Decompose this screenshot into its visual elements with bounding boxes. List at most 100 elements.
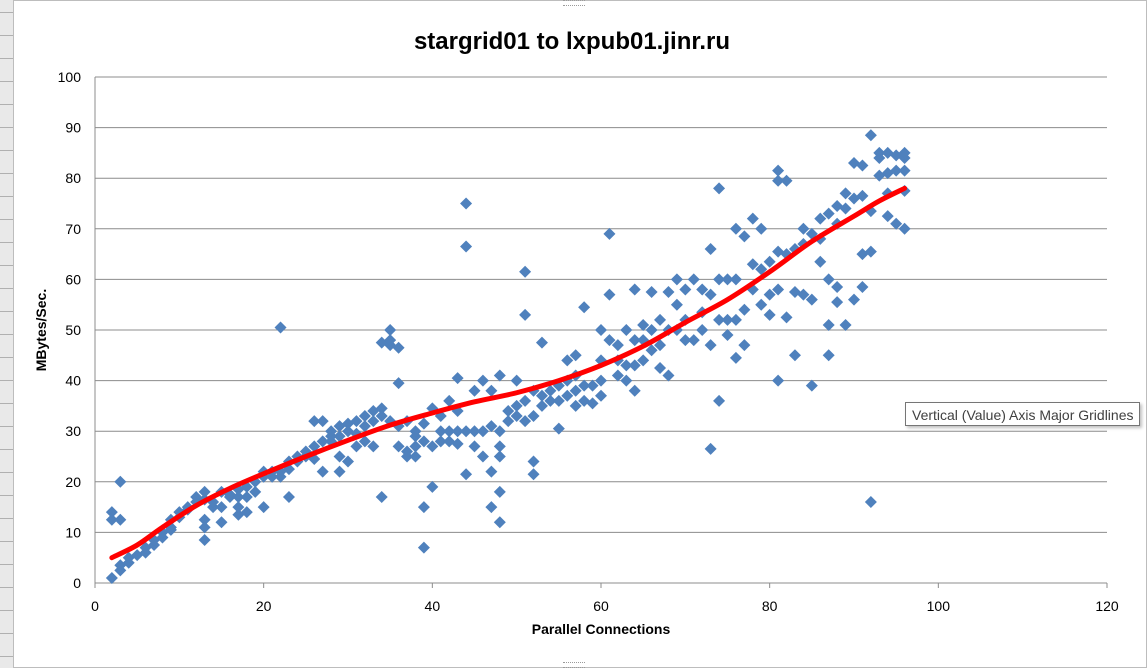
- data-point[interactable]: [780, 311, 793, 324]
- data-point[interactable]: [493, 440, 506, 453]
- data-point[interactable]: [611, 369, 624, 382]
- data-point[interactable]: [510, 410, 523, 423]
- data-point[interactable]: [552, 422, 565, 435]
- data-point[interactable]: [493, 425, 506, 438]
- data-point[interactable]: [198, 533, 211, 546]
- data-point[interactable]: [460, 240, 473, 253]
- data-point[interactable]: [898, 164, 911, 177]
- data-point[interactable]: [460, 425, 473, 438]
- data-point[interactable]: [434, 425, 447, 438]
- data-point[interactable]: [578, 301, 591, 314]
- data-point[interactable]: [645, 324, 658, 336]
- data-point[interactable]: [645, 286, 658, 299]
- data-point[interactable]: [451, 372, 464, 385]
- data-point[interactable]: [755, 298, 768, 311]
- data-point[interactable]: [468, 440, 481, 453]
- data-point[interactable]: [527, 455, 540, 468]
- data-point[interactable]: [468, 425, 481, 438]
- data-point[interactable]: [375, 410, 388, 423]
- data-point[interactable]: [864, 245, 877, 258]
- data-point[interactable]: [822, 273, 835, 286]
- data-point[interactable]: [687, 334, 700, 347]
- data-point[interactable]: [502, 404, 515, 417]
- data-point[interactable]: [409, 440, 422, 453]
- data-point[interactable]: [603, 334, 616, 347]
- data-point[interactable]: [704, 339, 717, 352]
- data-point[interactable]: [738, 303, 751, 316]
- data-point[interactable]: [746, 212, 759, 225]
- data-point[interactable]: [856, 159, 869, 172]
- data-point[interactable]: [308, 415, 321, 428]
- data-point[interactable]: [881, 210, 894, 223]
- data-point[interactable]: [485, 420, 498, 433]
- data-point[interactable]: [822, 349, 835, 362]
- data-point[interactable]: [358, 420, 371, 433]
- data-point[interactable]: [358, 410, 371, 423]
- data-point[interactable]: [215, 501, 228, 514]
- data-point[interactable]: [392, 341, 405, 354]
- data-point[interactable]: [282, 490, 295, 503]
- chart-area[interactable]: [13, 0, 1147, 668]
- data-point[interactable]: [257, 501, 270, 514]
- data-point[interactable]: [443, 394, 456, 407]
- data-point[interactable]: [603, 288, 616, 301]
- data-point[interactable]: [839, 318, 852, 331]
- data-point[interactable]: [358, 435, 371, 448]
- data-point[interactable]: [409, 425, 422, 438]
- data-point[interactable]: [417, 435, 430, 448]
- x-axis-title[interactable]: Parallel Connections: [532, 621, 671, 637]
- data-point[interactable]: [898, 222, 911, 235]
- data-point[interactable]: [772, 164, 785, 177]
- data-point[interactable]: [788, 349, 801, 362]
- data-point[interactable]: [493, 369, 506, 382]
- data-point[interactable]: [670, 298, 683, 311]
- data-point[interactable]: [417, 541, 430, 554]
- data-point[interactable]: [814, 255, 827, 268]
- data-point[interactable]: [485, 465, 498, 478]
- data-point[interactable]: [401, 445, 414, 458]
- vertical-axis-major-gridlines[interactable]: [95, 76, 1107, 533]
- data-point[interactable]: [384, 334, 397, 347]
- data-point[interactable]: [696, 324, 709, 336]
- data-point[interactable]: [687, 273, 700, 286]
- data-point[interactable]: [763, 288, 776, 301]
- data-point[interactable]: [578, 379, 591, 392]
- data-point[interactable]: [114, 475, 127, 488]
- data-point[interactable]: [333, 465, 346, 478]
- data-point[interactable]: [755, 263, 768, 276]
- data-point[interactable]: [232, 490, 245, 503]
- data-point[interactable]: [755, 222, 768, 235]
- data-point[interactable]: [873, 146, 886, 159]
- data-point[interactable]: [519, 394, 532, 407]
- data-point[interactable]: [822, 318, 835, 331]
- data-point[interactable]: [198, 521, 211, 534]
- data-point[interactable]: [805, 293, 818, 306]
- data-point[interactable]: [451, 425, 464, 438]
- data-point[interactable]: [544, 394, 557, 407]
- data-point[interactable]: [561, 354, 574, 367]
- data-point[interactable]: [831, 296, 844, 309]
- data-point[interactable]: [502, 415, 515, 428]
- data-point[interactable]: [198, 485, 211, 498]
- data-point[interactable]: [729, 351, 742, 364]
- data-point[interactable]: [468, 384, 481, 397]
- data-point[interactable]: [738, 339, 751, 352]
- data-point[interactable]: [232, 501, 245, 514]
- data-point[interactable]: [434, 435, 447, 448]
- data-point[interactable]: [316, 435, 329, 448]
- data-point[interactable]: [620, 324, 633, 336]
- data-point[interactable]: [476, 425, 489, 438]
- data-point[interactable]: [839, 202, 852, 215]
- data-point[interactable]: [240, 490, 253, 503]
- data-point[interactable]: [114, 513, 127, 526]
- data-point[interactable]: [595, 389, 607, 402]
- data-point[interactable]: [493, 450, 506, 463]
- data-point[interactable]: [198, 513, 211, 526]
- data-point[interactable]: [628, 384, 641, 397]
- horizontal-axis-tick-labels[interactable]: 0 20 40 60 80 100 120: [91, 598, 1119, 614]
- data-point[interactable]: [451, 437, 464, 450]
- data-point[interactable]: [426, 440, 439, 453]
- data-point[interactable]: [696, 283, 709, 296]
- data-point[interactable]: [417, 417, 430, 430]
- data-point[interactable]: [392, 440, 405, 453]
